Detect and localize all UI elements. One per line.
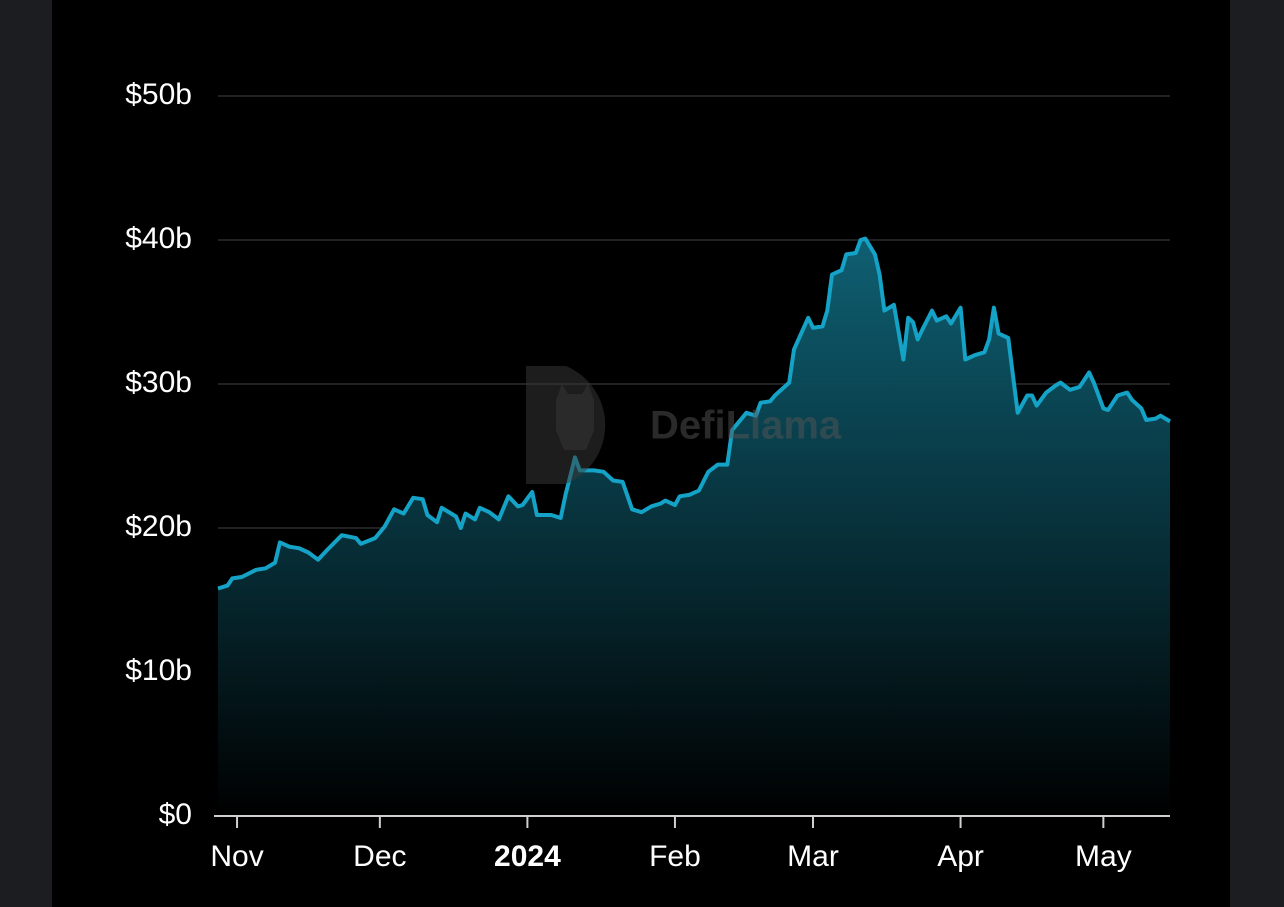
x-tick-label: Apr bbox=[937, 840, 984, 873]
watermark: DefiLlama bbox=[526, 366, 842, 484]
y-tick-label: $30b bbox=[125, 366, 192, 399]
area-line bbox=[217, 236, 1172, 591]
y-tick-label: $20b bbox=[125, 510, 192, 543]
y-tick-label: $40b bbox=[125, 222, 192, 255]
x-tick-label: Nov bbox=[210, 840, 263, 873]
axes: $0 $10b $20b $30b $40b $50b Nov Dec 2024 Feb Mar Ap… bbox=[125, 78, 1170, 873]
y-tick-label: $50b bbox=[125, 78, 192, 111]
y-tick-label: $0 bbox=[159, 798, 192, 831]
y-tick-label: $10b bbox=[125, 654, 192, 687]
x-tick-label: Feb bbox=[649, 840, 701, 873]
x-tick-label: Dec bbox=[353, 840, 406, 873]
x-tick-label: May bbox=[1075, 840, 1132, 873]
x-tick-label: 2024 bbox=[494, 840, 561, 873]
watermark-text: DefiLlama bbox=[650, 404, 842, 448]
watermark-llama bbox=[556, 384, 594, 450]
plot bbox=[217, 236, 1172, 817]
x-tick-label: Mar bbox=[787, 840, 839, 873]
area-fill bbox=[218, 238, 1170, 817]
